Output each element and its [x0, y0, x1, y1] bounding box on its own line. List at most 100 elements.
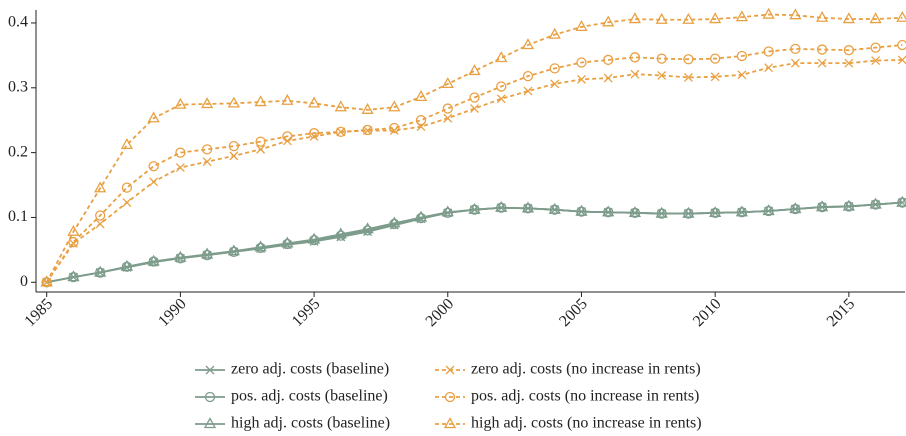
x-tick-label: 1990 — [155, 295, 190, 330]
marker — [388, 216, 401, 228]
marker — [255, 136, 266, 147]
legend-label: pos. adj. costs (no increase in rents) — [471, 388, 699, 405]
marker — [256, 144, 266, 154]
marker — [229, 151, 239, 161]
marker — [147, 254, 160, 266]
marker — [521, 201, 535, 213]
marker — [657, 71, 667, 80]
marker — [495, 51, 508, 63]
marker — [762, 204, 775, 216]
marker — [683, 72, 693, 82]
marker — [816, 10, 829, 22]
marker — [95, 219, 105, 229]
marker — [790, 58, 800, 68]
marker — [388, 100, 401, 112]
marker — [94, 181, 107, 193]
marker — [121, 182, 133, 193]
legend-label: pos. adj. costs (baseline) — [231, 388, 388, 405]
series-line — [45, 59, 903, 283]
legend-label: high adj. costs (no increase in rents) — [471, 415, 702, 432]
marker — [842, 199, 855, 211]
marker — [468, 64, 481, 76]
marker — [789, 8, 802, 20]
marker — [897, 55, 906, 65]
marker — [896, 195, 906, 207]
marker — [869, 12, 882, 24]
marker — [67, 224, 80, 236]
marker — [682, 12, 695, 24]
marker — [628, 12, 642, 24]
marker — [789, 202, 802, 214]
marker — [415, 115, 427, 126]
marker — [441, 77, 454, 89]
marker — [308, 128, 320, 139]
marker — [630, 69, 640, 79]
marker — [470, 104, 479, 113]
marker — [869, 197, 882, 209]
marker — [149, 177, 159, 187]
x-tick-label: 2015 — [824, 295, 859, 330]
marker — [227, 244, 240, 256]
marker — [309, 131, 319, 141]
marker — [871, 56, 881, 66]
marker — [655, 12, 668, 24]
marker — [95, 210, 106, 221]
marker — [550, 79, 560, 89]
marker — [94, 265, 107, 277]
legend-marker — [444, 391, 456, 403]
marker — [361, 102, 374, 114]
marker — [496, 94, 506, 104]
series-line — [45, 13, 903, 283]
legend-marker — [443, 417, 457, 429]
marker — [254, 95, 267, 107]
marker — [870, 42, 881, 53]
marker — [521, 38, 535, 50]
marker — [842, 12, 855, 24]
marker — [549, 63, 560, 74]
marker — [763, 46, 774, 57]
marker — [577, 74, 586, 84]
marker — [40, 275, 53, 287]
marker — [228, 140, 240, 152]
marker — [844, 58, 854, 68]
marker — [469, 92, 480, 103]
marker — [174, 250, 187, 262]
marker — [629, 52, 641, 63]
marker — [282, 131, 293, 142]
marker — [548, 27, 561, 39]
marker — [202, 157, 212, 167]
marker — [175, 147, 186, 158]
marker — [735, 205, 748, 217]
marker — [201, 144, 213, 155]
y-tick-label: 0.3 — [8, 78, 28, 95]
x-tick-label: 1985 — [21, 295, 56, 330]
legend-label: zero adj. costs (no increase in rents) — [471, 361, 701, 378]
marker — [122, 198, 132, 207]
marker — [334, 227, 347, 239]
marker — [120, 259, 134, 271]
marker — [682, 206, 695, 218]
x-tick-label: 1995 — [289, 295, 324, 330]
marker — [655, 206, 668, 218]
marker — [548, 202, 561, 214]
marker — [602, 205, 615, 217]
marker — [790, 43, 801, 55]
marker — [603, 73, 613, 83]
marker — [201, 97, 214, 109]
marker — [307, 96, 321, 108]
marker — [201, 247, 214, 259]
marker — [307, 232, 321, 244]
marker — [414, 210, 428, 222]
marker — [335, 126, 346, 138]
marker — [522, 70, 534, 82]
marker — [656, 53, 667, 64]
marker — [281, 93, 294, 105]
marker — [443, 113, 453, 123]
marker — [227, 96, 240, 108]
marker — [495, 200, 508, 212]
marker — [67, 270, 80, 282]
marker — [603, 54, 614, 66]
legend-marker — [203, 417, 217, 429]
marker — [147, 111, 160, 123]
